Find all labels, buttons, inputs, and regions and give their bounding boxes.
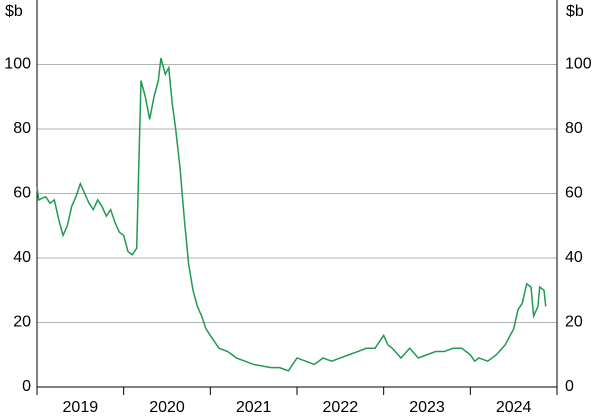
x-tick-label: 2021 xyxy=(236,399,272,416)
y-tick-label: 40 xyxy=(13,249,31,266)
x-tick-label: 2023 xyxy=(409,399,445,416)
data-line xyxy=(36,57,547,372)
y-tick-label: 100 xyxy=(4,56,31,73)
y-tick-label: 60 xyxy=(13,185,31,202)
y-tick-label: 80 xyxy=(13,120,31,137)
y-tick-label: 20 xyxy=(13,314,31,331)
x-tick-label: 2019 xyxy=(63,399,99,416)
y2-tick-label: 20 xyxy=(565,314,583,331)
y2-tick-label: 100 xyxy=(565,56,592,73)
x-tick-label: 2024 xyxy=(496,399,532,416)
x-tick-label: 2020 xyxy=(149,399,185,416)
y2-tick-label: 40 xyxy=(565,249,583,266)
y2-tick-label: 0 xyxy=(565,378,574,395)
y-tick-label: 0 xyxy=(22,378,31,395)
y-axis-label: $b xyxy=(5,3,23,20)
y2-axis-label: $b xyxy=(566,3,584,20)
y2-tick-label: 60 xyxy=(565,185,583,202)
x-tick-label: 2022 xyxy=(323,399,359,416)
y2-tick-label: 80 xyxy=(565,120,583,137)
